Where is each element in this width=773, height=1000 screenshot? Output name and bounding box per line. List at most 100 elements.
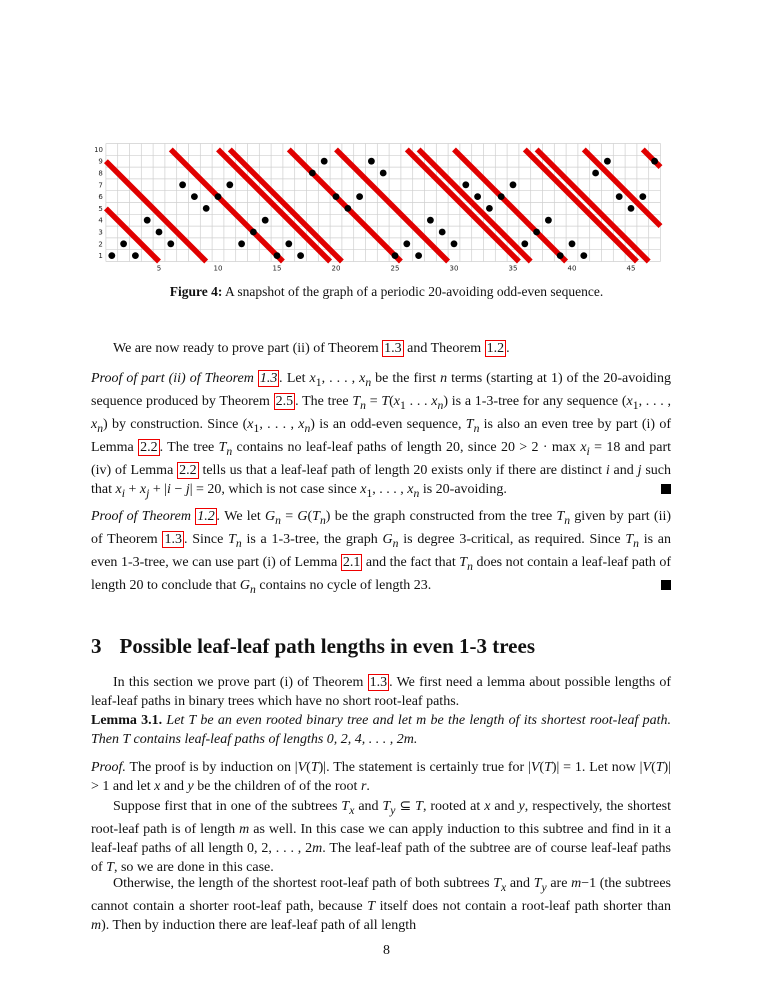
caption-label: Figure 4: — [169, 284, 223, 299]
x-tick-label: 45 — [627, 265, 636, 273]
y-tick-label: 4 — [98, 217, 103, 225]
x-tick-label: 40 — [568, 265, 577, 273]
sequence-point — [604, 157, 611, 165]
sequence-point — [332, 193, 340, 200]
section-intro: In this section we prove part (i) of The… — [91, 674, 671, 710]
ref-theorem-1-3[interactable]: 1.3 — [257, 370, 280, 387]
sequence-point — [486, 205, 493, 212]
forbidden-line — [640, 147, 663, 170]
sequence-point — [627, 205, 635, 212]
sequence-point — [132, 252, 139, 259]
forbidden-line — [103, 159, 209, 264]
sequence-point — [214, 193, 222, 200]
sequence-point — [297, 252, 304, 259]
proof-theorem-1-2: Proof of Theorem 1.2. We let Gn = G(Tn) … — [91, 508, 672, 596]
x-tick-label: 5 — [157, 265, 161, 273]
sequence-point — [179, 181, 186, 189]
sequence-point — [639, 193, 647, 200]
chart-grid — [105, 143, 661, 262]
sequence-point — [285, 240, 293, 248]
sequence-point — [592, 169, 599, 177]
sequence-point — [391, 252, 399, 259]
lemma-3-1: Lemma 3.1. Let T be an even rooted binar… — [91, 713, 671, 748]
caption-text: A snapshot of the graph of a periodic 20… — [225, 284, 604, 299]
y-tick-label: 1 — [98, 252, 102, 260]
y-tick-label: 8 — [98, 170, 102, 178]
sequence-point — [545, 216, 552, 224]
sequence-point — [155, 228, 163, 236]
forbidden-line — [522, 147, 639, 264]
qed-square — [661, 484, 671, 495]
sequence-point — [167, 240, 175, 248]
section-title-text: Possible leaf-leaf path lengths in even … — [119, 634, 536, 658]
sequence-point — [403, 240, 411, 248]
forbidden-line — [534, 147, 651, 264]
ref-theorem-1-3[interactable]: 1.3 — [162, 531, 184, 548]
sequence-point — [273, 252, 281, 259]
page-number: 8 — [383, 943, 390, 958]
sequence-point — [320, 157, 328, 165]
forbidden-line — [216, 147, 333, 264]
forbidden-line — [227, 147, 344, 264]
qed-square — [661, 580, 671, 590]
section-heading: 3 Possible leaf-leaf path lengths in even… — [91, 634, 535, 659]
proof-lemma-start: Proof. The proof is by induction on |V(T… — [91, 760, 671, 795]
proof-case-2: Otherwise, the length of the shortest ro… — [91, 876, 672, 934]
ref-theorem-1-2[interactable]: 1.2 — [195, 508, 217, 525]
x-tick-label: 35 — [509, 265, 518, 273]
sequence-point — [615, 193, 623, 200]
sequence-point — [108, 252, 116, 259]
y-tick-label: 9 — [98, 158, 102, 166]
sequence-point — [368, 157, 375, 165]
ref-theorem-1-2[interactable]: 1.2 — [484, 340, 507, 357]
y-tick-label: 10 — [95, 146, 103, 154]
ref-theorem-1-3[interactable]: 1.3 — [382, 340, 404, 357]
y-tick-label: 6 — [98, 193, 103, 201]
sequence-point — [438, 228, 446, 236]
sequence-point — [533, 228, 540, 236]
sequence-point — [556, 252, 564, 259]
x-tick-labels: 5 10 15 20 25 30 35 40 45 — [157, 265, 636, 273]
lemma-label: Lemma 3.1. — [91, 713, 163, 728]
forbidden-line — [168, 147, 285, 264]
sequence-point — [226, 181, 234, 189]
x-tick-label: 25 — [391, 265, 400, 273]
sequence-point — [427, 216, 434, 224]
sequence-point — [379, 169, 387, 177]
sequence-point — [497, 193, 505, 200]
section-number: 3 — [91, 634, 102, 658]
ref-lemma-2-2[interactable]: 2.2 — [138, 439, 160, 456]
sequence-point — [462, 181, 470, 189]
sequence-point — [344, 205, 352, 212]
ref-lemma-2-1[interactable]: 2.1 — [340, 554, 363, 571]
sequence-point — [143, 216, 151, 224]
paragraph-intro: We are now ready to prove part (ii) of T… — [113, 340, 510, 357]
forbidden-lines — [103, 147, 663, 264]
sequence-point — [238, 240, 246, 248]
sequence-point — [309, 169, 316, 177]
sequence-point — [509, 181, 517, 189]
sequence-point — [202, 205, 210, 212]
x-tick-label: 30 — [450, 265, 459, 273]
sequence-point — [191, 193, 198, 200]
sequence-point — [356, 193, 363, 200]
ref-theorem-2-5[interactable]: 2.5 — [273, 393, 296, 410]
ref-lemma-2-2[interactable]: 2.2 — [177, 462, 199, 479]
y-tick-label: 7 — [98, 181, 102, 189]
forbidden-line — [452, 147, 569, 264]
sequence-point — [250, 228, 257, 236]
forbidden-line — [103, 206, 161, 264]
sequence-points — [108, 157, 658, 259]
forbidden-line — [581, 147, 663, 229]
sequence-point — [568, 240, 576, 248]
forbidden-line — [334, 147, 451, 264]
y-tick-labels: 1 2 3 4 5 6 7 8 9 10 — [95, 146, 103, 260]
y-tick-label: 2 — [98, 240, 102, 248]
forbidden-line — [404, 147, 521, 264]
x-tick-label: 15 — [273, 265, 282, 273]
sequence-point — [415, 252, 422, 259]
sequence-point — [120, 240, 127, 248]
x-tick-label: 20 — [332, 265, 341, 273]
ref-theorem-1-3[interactable]: 1.3 — [367, 674, 390, 691]
